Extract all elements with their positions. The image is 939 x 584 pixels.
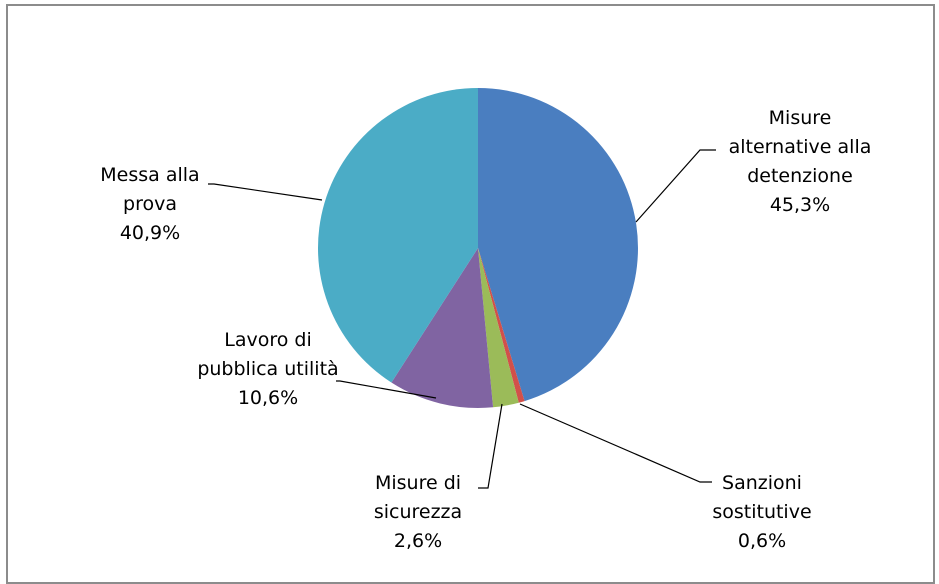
pie-slice-1 <box>478 248 525 403</box>
slice-label-line: detenzione <box>747 165 853 187</box>
slice-label-line: Sanzioni <box>722 472 802 494</box>
slice-label-2: Misure di sicurezza 2,6% <box>374 472 462 552</box>
slice-label-line: Misure <box>769 107 832 129</box>
pie-chart: Misure alternative alla detenzione 45,3% San… <box>100 87 872 552</box>
slice-percent-4: 40,9% <box>120 222 180 244</box>
slice-percent-3: 10,6% <box>238 387 298 409</box>
slice-percent-0: 45,3% <box>770 194 830 216</box>
slice-label-line: Misure di <box>375 472 461 494</box>
pie-slice-0 <box>478 88 638 402</box>
slice-label-3: Lavoro di pubblica utilità 10,6% <box>197 329 338 409</box>
slice-label-line: sicurezza <box>374 501 462 523</box>
pie-slice-4 <box>318 87 478 383</box>
leader-line-2 <box>478 403 503 489</box>
slice-label-1: Sanzioni sostitutive 0,6% <box>712 472 811 552</box>
leader-line-3 <box>336 380 437 399</box>
slice-label-line: prova <box>123 193 177 215</box>
slice-percent-1: 0,6% <box>738 530 786 552</box>
slice-label-line: sostitutive <box>712 501 811 523</box>
slice-percent-2: 2,6% <box>394 530 442 552</box>
slice-label-line: pubblica utilità <box>197 358 338 380</box>
slice-label-4: Messa alla prova 40,9% <box>100 164 199 244</box>
leader-line-4 <box>208 183 323 201</box>
slice-label-line: alternative alla <box>729 136 872 158</box>
pie-slice-3 <box>391 248 494 409</box>
leader-line-1 <box>519 403 712 483</box>
slice-label-0: Misure alternative alla detenzione 45,3% <box>729 107 872 216</box>
slice-label-line: Messa alla <box>100 164 199 186</box>
slice-label-line: Lavoro di <box>224 329 312 351</box>
leader-line-0 <box>635 149 716 223</box>
pie-slice-2 <box>478 248 519 408</box>
